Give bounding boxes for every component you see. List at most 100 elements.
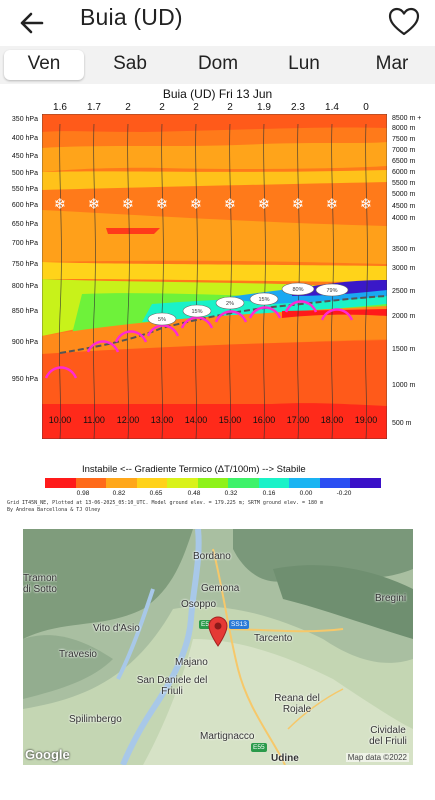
map-place-label: Martignacco xyxy=(200,731,255,742)
altitude-label: 4000 m xyxy=(392,215,416,222)
top-value: 1.7 xyxy=(87,102,101,113)
tab-lun[interactable]: Lun xyxy=(288,53,320,74)
altitude-label: 2000 m xyxy=(392,313,416,320)
tab-dom[interactable]: Dom xyxy=(197,53,239,74)
map-place-label: Udine xyxy=(271,753,299,764)
snowflake-icon: ❄ xyxy=(292,195,305,213)
colorbar-swatch xyxy=(197,478,229,488)
colorbar-label: 0.16 xyxy=(262,490,276,497)
snowflake-icon: ❄ xyxy=(190,195,203,213)
pressure-label: 550 hPa xyxy=(11,186,38,193)
altitude-label: 3000 m xyxy=(392,265,416,272)
altitude-label: 1500 m xyxy=(392,346,416,353)
snowflake-icon: ❄ xyxy=(88,195,101,213)
road-shield: E55 xyxy=(199,620,215,629)
snowflake-icon: ❄ xyxy=(224,195,237,213)
pressure-label: 450 hPa xyxy=(11,153,38,160)
map-place-label: Gemona xyxy=(201,583,240,594)
colorbar-swatch xyxy=(75,478,107,488)
chart-title: Buia (UD) Fri 13 Jun xyxy=(162,87,273,101)
hour-label: 14.00 xyxy=(184,415,208,425)
altitude-label: 1000 m xyxy=(392,382,416,389)
altitude-label: 8000 m xyxy=(392,125,416,132)
map-place-label: Reana del Rojale xyxy=(274,693,320,715)
colorbar-swatch xyxy=(136,478,168,488)
snowflake-icon: ❄ xyxy=(326,195,339,213)
back-arrow-icon[interactable] xyxy=(14,6,50,40)
legend-title: Instabile <-- Gradiente Termico (ΔT/100m… xyxy=(82,464,306,475)
pressure-label: 950 hPa xyxy=(11,376,38,383)
colorbar-swatch xyxy=(258,478,290,488)
hour-label: 19.00 xyxy=(354,415,378,425)
cloud-label: 2% xyxy=(226,301,234,307)
pressure-label: 400 hPa xyxy=(11,135,38,142)
colorbar-label: 0.32 xyxy=(224,490,238,497)
map-place-label: Tramonti di Sotto xyxy=(23,573,57,595)
location-map[interactable]: Bordano Gemona Osoppo Vito d'Asio Traves… xyxy=(23,529,413,765)
map-place-label: Cividale del Friuli xyxy=(369,725,407,747)
pressure-label: 650 hPa xyxy=(11,221,38,228)
map-place-label: San Daniele del Friuli xyxy=(136,675,208,697)
location-pin-icon[interactable] xyxy=(207,615,229,647)
hour-label: 15.00 xyxy=(218,415,242,425)
map-place-label: Osoppo xyxy=(181,599,217,610)
map-place-label: Spilimbergo xyxy=(69,714,122,725)
top-value: 1.4 xyxy=(325,102,339,113)
colorbar-swatch xyxy=(228,478,259,488)
top-value: 1.9 xyxy=(257,102,271,113)
chart-credits: By Andrea Barcellona & TJ Olney xyxy=(7,507,101,513)
map-place-label: Bregini xyxy=(375,593,407,604)
cloud-label: 15% xyxy=(191,309,202,315)
altitude-label: 2500 m xyxy=(392,288,416,295)
map-place-label: Vito d'Asio xyxy=(93,623,140,634)
snowflake-icon: ❄ xyxy=(156,195,169,213)
altitude-label: 7000 m xyxy=(392,147,416,154)
chart-footer: Grid IT45N_NE, Plotted at 13-06-2025_05:… xyxy=(7,500,324,506)
altitude-label: 500 m xyxy=(392,420,412,427)
snowflake-icon: ❄ xyxy=(258,195,271,213)
map-terrain xyxy=(23,529,413,765)
road-shield: E55 xyxy=(251,743,267,752)
sounding-chart[interactable]: Buia (UD) Fri 13 Jun 1.6 1.7 2 2 2 2 1.9… xyxy=(0,84,435,516)
tab-mar[interactable]: Mar xyxy=(375,53,409,74)
top-value: 2 xyxy=(227,102,233,113)
colorbar-label: 0.65 xyxy=(149,490,163,497)
stability-band xyxy=(42,210,387,264)
road-shield: SS13 xyxy=(229,620,249,629)
colorbar-label: 0.82 xyxy=(112,490,126,497)
map-place-label: Bordano xyxy=(193,551,231,562)
google-logo: Google xyxy=(25,747,70,762)
stability-band xyxy=(282,309,387,318)
colorbar-swatch xyxy=(167,478,198,488)
pressure-label: 800 hPa xyxy=(11,283,38,290)
colorbar-label: 0.48 xyxy=(187,490,201,497)
top-value: 2 xyxy=(159,102,165,113)
cloud-markers xyxy=(147,282,349,326)
pressure-label: 850 hPa xyxy=(11,308,38,315)
altitude-label: 6000 m xyxy=(392,169,416,176)
hour-label: 16.00 xyxy=(252,415,276,425)
snowflake-icon: ❄ xyxy=(122,195,135,213)
hour-label: 12.00 xyxy=(116,415,140,425)
top-value: 2 xyxy=(193,102,199,113)
snowflake-icon: ❄ xyxy=(54,195,67,213)
cloud-label: 5% xyxy=(158,317,166,323)
tab-ven[interactable]: Ven xyxy=(4,50,84,80)
pressure-label: 750 hPa xyxy=(11,261,38,268)
favorite-heart-icon[interactable] xyxy=(387,5,421,39)
colorbar-label: 0.00 xyxy=(299,490,313,497)
stability-band xyxy=(42,142,387,172)
wind-barbs xyxy=(59,123,368,439)
stability-band xyxy=(106,228,160,234)
pressure-label: 700 hPa xyxy=(11,240,38,247)
colorbar-swatch xyxy=(106,478,137,488)
hour-label: 17.00 xyxy=(286,415,310,425)
map-place-label: Travesio xyxy=(59,649,97,660)
thermal-arcs xyxy=(44,300,354,379)
altitude-label: 4500 m xyxy=(392,203,416,210)
cloud-label: 15% xyxy=(258,297,269,303)
colorbar-swatch xyxy=(45,478,76,488)
tab-sab[interactable]: Sab xyxy=(113,53,147,74)
cloud-label: 79% xyxy=(326,288,337,294)
altitude-label: 8500 m + xyxy=(392,115,422,122)
